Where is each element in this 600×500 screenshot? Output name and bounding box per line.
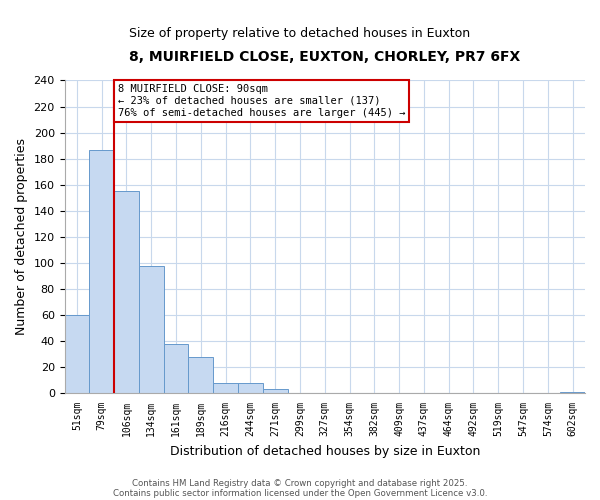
Text: Size of property relative to detached houses in Euxton: Size of property relative to detached ho… bbox=[130, 28, 470, 40]
Bar bbox=[560, 392, 585, 394]
Bar bbox=[238, 383, 263, 394]
Bar bbox=[164, 344, 188, 394]
Y-axis label: Number of detached properties: Number of detached properties bbox=[15, 138, 28, 336]
X-axis label: Distribution of detached houses by size in Euxton: Distribution of detached houses by size … bbox=[170, 444, 480, 458]
Bar bbox=[139, 266, 164, 394]
Text: Contains public sector information licensed under the Open Government Licence v3: Contains public sector information licen… bbox=[113, 488, 487, 498]
Bar bbox=[65, 315, 89, 394]
Bar bbox=[188, 357, 213, 394]
Bar bbox=[89, 150, 114, 394]
Bar bbox=[114, 191, 139, 394]
Bar bbox=[213, 383, 238, 394]
Title: 8, MUIRFIELD CLOSE, EUXTON, CHORLEY, PR7 6FX: 8, MUIRFIELD CLOSE, EUXTON, CHORLEY, PR7… bbox=[129, 50, 520, 64]
Text: 8 MUIRFIELD CLOSE: 90sqm
← 23% of detached houses are smaller (137)
76% of semi-: 8 MUIRFIELD CLOSE: 90sqm ← 23% of detach… bbox=[118, 84, 406, 117]
Text: Contains HM Land Registry data © Crown copyright and database right 2025.: Contains HM Land Registry data © Crown c… bbox=[132, 478, 468, 488]
Bar bbox=[263, 390, 287, 394]
